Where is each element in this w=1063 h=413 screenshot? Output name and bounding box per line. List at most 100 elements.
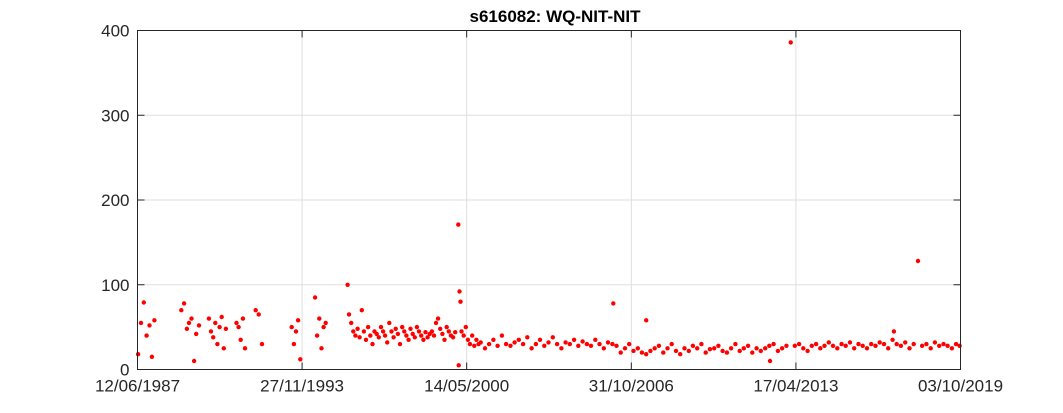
y-tick-label: 0 (120, 361, 129, 380)
data-point (421, 337, 426, 342)
data-point (894, 341, 899, 347)
data-point (949, 346, 955, 351)
data-point (147, 323, 152, 328)
data-point (380, 329, 386, 334)
data-point (135, 352, 141, 357)
data-point (542, 343, 547, 348)
data-point (234, 320, 239, 326)
data-point (486, 341, 492, 347)
y-tick-label: 400 (101, 22, 129, 41)
data-point (932, 340, 938, 345)
data-point (644, 352, 649, 357)
data-point (537, 337, 543, 342)
data-point (550, 335, 555, 340)
data-point (458, 299, 463, 304)
data-point (843, 343, 848, 348)
data-point (365, 324, 371, 330)
data-point (741, 346, 746, 351)
data-point (444, 324, 449, 330)
data-point (775, 348, 781, 354)
data-point (259, 341, 265, 347)
data-point (323, 320, 328, 326)
x-tick-label: 31/10/2006 (589, 377, 674, 396)
data-point (911, 341, 916, 347)
data-point (571, 337, 577, 342)
data-point (361, 329, 367, 334)
data-point (374, 331, 379, 337)
data-point (184, 326, 190, 331)
data-point (554, 341, 560, 347)
data-point (576, 343, 581, 348)
data-point (903, 340, 908, 345)
data-point (873, 343, 878, 348)
data-point (144, 333, 149, 338)
data-point (822, 343, 827, 348)
data-point (805, 348, 810, 354)
data-point (915, 258, 921, 264)
data-point (750, 350, 755, 355)
data-point (835, 346, 840, 351)
data-point (512, 340, 517, 345)
data-point (317, 316, 322, 321)
data-point (149, 354, 155, 359)
data-point (414, 324, 420, 330)
data-point (644, 318, 649, 323)
data-point (516, 337, 521, 342)
data-point (291, 341, 297, 347)
data-point (919, 343, 925, 348)
data-point (474, 337, 479, 342)
data-point (345, 282, 350, 287)
data-point (406, 337, 411, 342)
data-point (355, 326, 360, 331)
data-point (363, 337, 369, 342)
data-point (495, 343, 500, 348)
data-point (141, 300, 146, 305)
data-point (669, 341, 674, 347)
data-point (563, 340, 568, 345)
chart-title: s616082: WQ-NIT-NIT (470, 7, 642, 26)
data-point (387, 320, 392, 326)
data-point (728, 346, 734, 351)
data-point (397, 341, 403, 347)
data-point (219, 314, 224, 320)
data-point (860, 343, 865, 348)
x-tick-label: 14/05/2000 (424, 377, 509, 396)
data-point (695, 346, 700, 351)
data-point (419, 333, 424, 338)
data-point (737, 348, 742, 354)
data-point (236, 324, 241, 330)
data-point (217, 324, 222, 330)
data-point (605, 340, 611, 345)
data-point (478, 340, 483, 345)
data-point (240, 316, 246, 321)
data-point (253, 308, 258, 313)
data-point (631, 348, 636, 354)
data-point (191, 358, 197, 364)
data-point (724, 350, 730, 355)
data-point (152, 318, 157, 323)
data-point (567, 341, 572, 347)
data-point (763, 346, 768, 351)
data-point (559, 346, 564, 351)
data-point (186, 320, 192, 326)
data-point (208, 329, 214, 334)
data-point (440, 331, 445, 337)
data-point (639, 350, 645, 355)
data-point (690, 343, 696, 348)
data-point (402, 329, 407, 334)
data-point (826, 340, 831, 345)
data-point (945, 343, 950, 348)
data-point (928, 346, 933, 351)
data-point (601, 346, 606, 351)
data-point (456, 222, 461, 227)
data-point (890, 337, 895, 342)
data-point (223, 326, 229, 331)
data-point (686, 348, 691, 354)
data-point (423, 330, 428, 335)
data-point (864, 346, 870, 351)
data-point (618, 350, 623, 355)
data-point (482, 346, 488, 351)
data-point (733, 341, 738, 347)
data-point (957, 343, 962, 348)
